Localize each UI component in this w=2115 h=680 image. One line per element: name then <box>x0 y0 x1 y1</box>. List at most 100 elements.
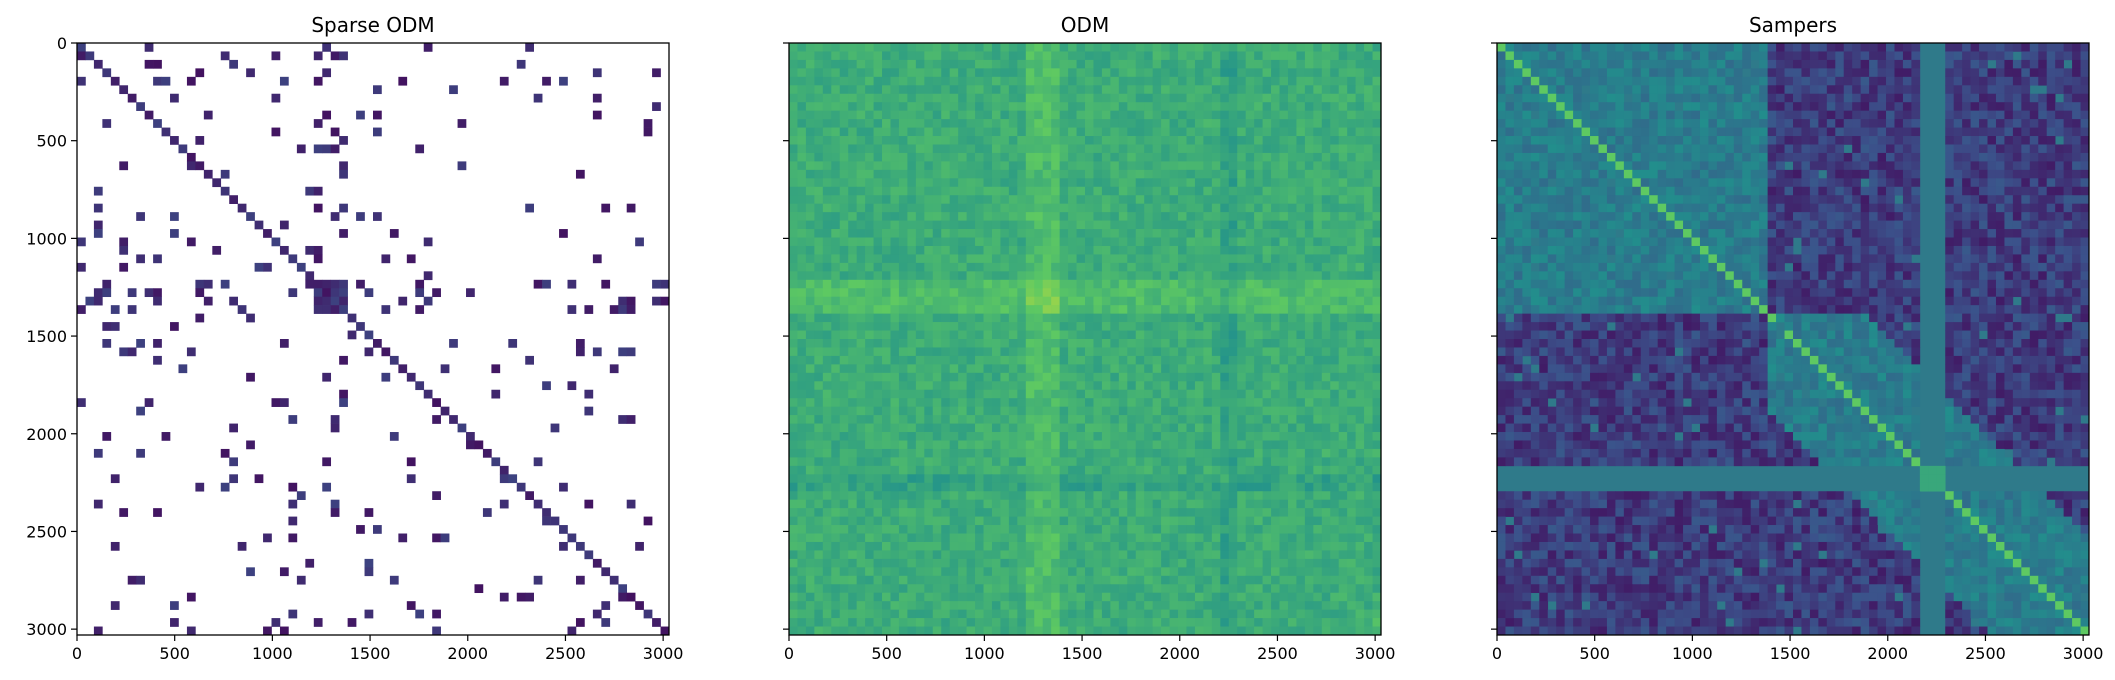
heatmap-cell <box>907 127 917 137</box>
heatmap-cell <box>195 68 205 78</box>
heatmap-cell <box>1296 339 1306 348</box>
heatmap-cell <box>958 339 967 348</box>
heatmap-cell <box>1330 59 1340 69</box>
heatmap-cell <box>296 144 306 154</box>
heatmap-cell <box>865 152 874 162</box>
heatmap-cell <box>1034 152 1044 162</box>
heatmap-cell <box>1101 516 1111 526</box>
heatmap-cell <box>975 127 984 137</box>
heatmap-cell <box>1271 313 1280 323</box>
heatmap-cell <box>1304 465 1314 475</box>
heatmap-cell <box>1228 432 1238 441</box>
heatmap-cell <box>1101 381 1111 391</box>
heatmap-cell <box>924 169 934 179</box>
heatmap-cell <box>1068 305 1077 314</box>
heatmap-cell <box>1279 491 1289 500</box>
heatmap-cell <box>1178 575 1187 585</box>
heatmap-cell <box>915 262 925 272</box>
heatmap-cell <box>1237 482 1246 492</box>
heatmap-cell <box>1017 533 1027 543</box>
heatmap-cell <box>1042 508 1052 517</box>
heatmap-cell <box>975 203 984 213</box>
heatmap-cell <box>1093 68 1103 78</box>
heatmap-cell <box>1068 432 1077 441</box>
heatmap-cell <box>1355 288 1365 298</box>
heatmap-cell <box>789 186 798 196</box>
heatmap-cell <box>814 262 824 272</box>
heatmap-cell <box>1321 440 1331 450</box>
heatmap-cell <box>1228 43 1238 52</box>
heatmap-cell <box>1347 93 1356 103</box>
heatmap-cell <box>873 313 883 323</box>
heatmap-cell <box>1237 245 1246 255</box>
heatmap-cell <box>1178 406 1187 416</box>
heatmap-cell <box>1271 93 1280 103</box>
heatmap-cell <box>975 305 984 314</box>
heatmap-cell <box>941 423 950 433</box>
heatmap-cell <box>1237 161 1246 171</box>
heatmap-cell <box>660 296 670 306</box>
heatmap-cell <box>924 152 934 162</box>
heatmap-cell <box>822 203 832 213</box>
heatmap-cell <box>873 127 883 137</box>
heatmap-cell <box>305 245 315 255</box>
heatmap-cell <box>797 584 807 594</box>
heatmap-cell <box>932 76 942 86</box>
heatmap-cell <box>1034 541 1044 551</box>
heatmap-cell <box>839 152 849 162</box>
heatmap-cell <box>915 482 925 492</box>
heatmap-cell <box>1127 305 1137 314</box>
heatmap-cell <box>1347 59 1356 69</box>
heatmap-cell <box>1161 584 1170 594</box>
heatmap-cell <box>1364 288 1373 298</box>
heatmap-cell <box>1127 279 1137 289</box>
heatmap-cell <box>924 144 934 154</box>
heatmap-cell <box>1042 313 1052 323</box>
heatmap-cell <box>1076 533 1086 543</box>
heatmap-cell <box>898 575 908 585</box>
heatmap-cell <box>229 474 238 484</box>
heatmap-cell <box>1093 85 1103 95</box>
heatmap-cell <box>1186 119 1196 128</box>
heatmap-cell <box>1059 229 1069 238</box>
heatmap-cell <box>831 68 841 78</box>
heatmap-cell <box>1304 254 1314 264</box>
heatmap-cell <box>1093 499 1103 509</box>
heatmap-cell <box>1313 93 1323 103</box>
heatmap-cell <box>1093 364 1103 374</box>
heatmap-cell <box>1000 465 1010 475</box>
heatmap-cell <box>1186 245 1196 255</box>
heatmap-cell <box>958 423 967 433</box>
heatmap-cell <box>1034 330 1044 340</box>
heatmap-cell <box>848 271 857 281</box>
heatmap-cell <box>1059 203 1069 213</box>
heatmap-cell <box>1008 406 1018 416</box>
heatmap-cell <box>814 508 824 517</box>
heatmap-cell <box>1152 212 1162 221</box>
heatmap-cell <box>1144 465 1153 475</box>
heatmap-cell <box>907 288 917 298</box>
heatmap-cell <box>1254 355 1263 365</box>
heatmap-cell <box>822 330 832 340</box>
heatmap-cell <box>1262 398 1272 407</box>
heatmap-cell <box>1161 322 1170 331</box>
heatmap-cell <box>1313 508 1323 517</box>
heatmap-cell <box>882 43 891 52</box>
heatmap-cell <box>814 254 824 264</box>
heatmap-cell <box>865 305 874 314</box>
heatmap-cell <box>1169 186 1179 196</box>
heatmap-cell <box>1135 119 1145 128</box>
heatmap-cell <box>789 372 798 382</box>
heatmap-cell <box>831 169 841 179</box>
heatmap-cell <box>822 51 832 61</box>
heatmap-cell <box>1017 59 1027 69</box>
heatmap-cell <box>822 110 832 120</box>
heatmap-cell <box>1144 474 1153 484</box>
heatmap-cell <box>839 229 849 238</box>
heatmap-cell <box>1186 339 1196 348</box>
heatmap-cell <box>1287 457 1297 467</box>
heatmap-cell <box>975 220 984 230</box>
heatmap-cell <box>1042 127 1052 137</box>
heatmap-cell <box>882 254 891 264</box>
heatmap-cell <box>652 279 661 289</box>
